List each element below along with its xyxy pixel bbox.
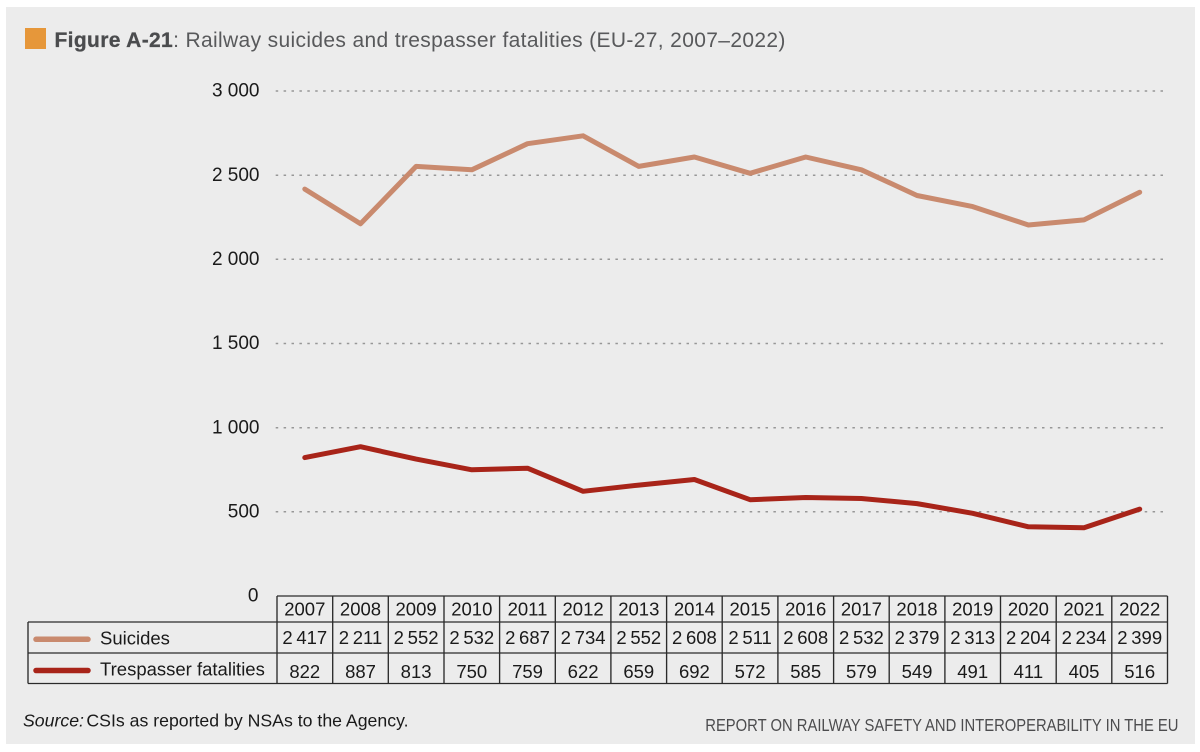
svg-text:3 000: 3 000 (212, 81, 260, 102)
svg-text:572: 572 (735, 661, 766, 682)
svg-text:2 000: 2 000 (212, 249, 260, 270)
svg-text:2007: 2007 (284, 598, 325, 619)
svg-text:2013: 2013 (618, 598, 659, 619)
svg-text:516: 516 (1124, 661, 1155, 682)
svg-text:2011: 2011 (508, 598, 548, 619)
svg-text:0: 0 (248, 585, 259, 606)
svg-text:2 511: 2 511 (728, 627, 772, 648)
svg-text:491: 491 (957, 661, 988, 682)
svg-text:2 500: 2 500 (212, 165, 260, 186)
svg-text:2018: 2018 (896, 598, 937, 619)
svg-text:2 532: 2 532 (449, 627, 494, 648)
svg-text:2016: 2016 (785, 598, 826, 619)
svg-text:Trespasser fatalities: Trespasser fatalities (100, 659, 265, 680)
svg-text:2 552: 2 552 (394, 627, 439, 648)
svg-text:2012: 2012 (563, 598, 604, 619)
svg-text:887: 887 (345, 661, 376, 682)
svg-text:822: 822 (289, 661, 320, 682)
svg-text:2015: 2015 (730, 598, 771, 619)
svg-text:622: 622 (568, 661, 599, 682)
svg-text:Suicides: Suicides (100, 628, 170, 649)
svg-text:Source: CSIs as reported by NS: Source: CSIs as reported by NSAs to the … (23, 711, 409, 731)
svg-text:2017: 2017 (841, 598, 882, 619)
svg-text:2022: 2022 (1119, 598, 1160, 619)
svg-text:2014: 2014 (674, 598, 715, 619)
svg-text:REPORT ON RAILWAY SAFETY AND I: REPORT ON RAILWAY SAFETY AND INTEROPERAB… (705, 716, 1178, 735)
svg-text:2 211: 2 211 (339, 627, 383, 648)
svg-text:2020: 2020 (1008, 598, 1049, 619)
svg-text:579: 579 (846, 661, 877, 682)
svg-text:2 532: 2 532 (839, 627, 884, 648)
svg-text:692: 692 (679, 661, 710, 682)
svg-text:813: 813 (401, 661, 432, 682)
svg-text:659: 659 (623, 661, 654, 682)
svg-text:2019: 2019 (952, 598, 993, 619)
svg-text:759: 759 (512, 661, 543, 682)
svg-text:500: 500 (228, 502, 260, 523)
svg-text:1 000: 1 000 (212, 417, 260, 438)
svg-text:2010: 2010 (451, 598, 492, 619)
svg-text:405: 405 (1069, 661, 1100, 682)
svg-text:2 313: 2 313 (950, 627, 995, 648)
svg-text:2 234: 2 234 (1062, 627, 1107, 648)
svg-text:2 399: 2 399 (1117, 627, 1162, 648)
svg-text:2021: 2021 (1063, 598, 1104, 619)
svg-text:2 608: 2 608 (783, 627, 828, 648)
svg-text:2 687: 2 687 (505, 627, 550, 648)
svg-text:585: 585 (790, 661, 821, 682)
svg-text:2 608: 2 608 (672, 627, 717, 648)
svg-text:2008: 2008 (340, 598, 381, 619)
svg-text:2009: 2009 (396, 598, 437, 619)
svg-text:2 204: 2 204 (1006, 627, 1051, 648)
svg-text:549: 549 (902, 661, 933, 682)
svg-text:411: 411 (1014, 661, 1044, 682)
svg-text:750: 750 (456, 661, 487, 682)
svg-text:2 734: 2 734 (561, 627, 606, 648)
svg-text:2 552: 2 552 (616, 627, 661, 648)
svg-text:1 500: 1 500 (212, 333, 260, 354)
svg-text:2 417: 2 417 (282, 627, 327, 648)
svg-text:2 379: 2 379 (895, 627, 940, 648)
